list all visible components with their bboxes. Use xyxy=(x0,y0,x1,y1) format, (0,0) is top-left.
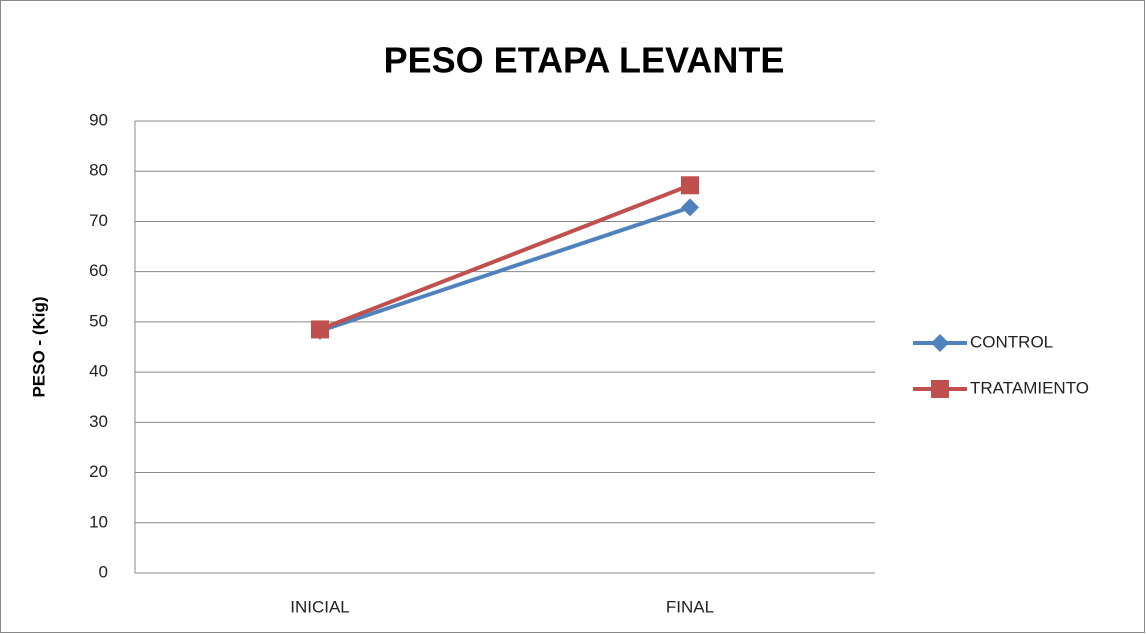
y-tick-label: 40 xyxy=(89,362,108,381)
y-tick-label: 70 xyxy=(89,211,108,230)
y-tick-label: 20 xyxy=(89,462,108,481)
marker xyxy=(681,176,699,195)
x-tick-label: INICIAL xyxy=(290,597,350,616)
marker xyxy=(931,334,949,352)
y-tick-label: 0 xyxy=(99,562,108,581)
legend-label: TRATAMIENTO xyxy=(970,378,1089,397)
chart-title: PESO ETAPA LEVANTE xyxy=(384,40,785,81)
series-line xyxy=(319,183,691,332)
marker xyxy=(931,380,949,398)
y-tick-label: 50 xyxy=(89,311,108,330)
legend-label: CONTROL xyxy=(970,332,1053,351)
marker xyxy=(311,320,329,339)
y-tick-label: 10 xyxy=(89,512,108,531)
x-tick-label: FINAL xyxy=(666,597,714,616)
y-tick-label: 60 xyxy=(89,261,108,280)
marker xyxy=(681,198,699,217)
y-tick-label: 90 xyxy=(89,110,108,129)
y-tick-label: 80 xyxy=(89,161,108,180)
y-axis-label: PESO - (Kig) xyxy=(29,296,48,397)
y-tick-label: 30 xyxy=(89,412,108,431)
series-line xyxy=(319,205,691,333)
